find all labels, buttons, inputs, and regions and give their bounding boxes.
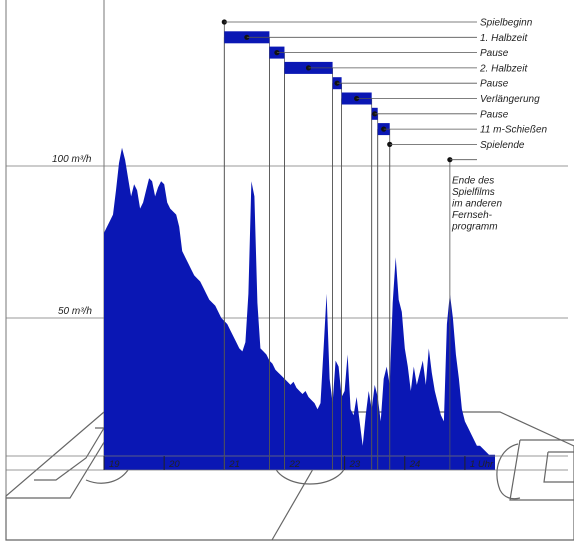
pitch-outline (5, 411, 574, 541)
x-tick-label: 20 (168, 459, 180, 470)
event-timeline: Spielbeginn 1. Halbzeit Pause 2. Halbzeit Pa… (221, 18, 548, 470)
x-tick-label: 19 (109, 459, 120, 470)
event-marker (244, 34, 250, 40)
pitch-right-penalty-area (509, 439, 574, 501)
pitch-right-goal-area (543, 451, 574, 483)
x-tick-label: 24 (409, 459, 421, 470)
event-marker (334, 80, 340, 86)
event-label: Spielende (480, 140, 525, 151)
x-tick-label: 23 (349, 459, 361, 470)
event-label: Pause (480, 109, 509, 120)
event-label: 1. Halbzeit (480, 33, 528, 44)
event-label: Pause (480, 79, 509, 90)
event-label: Ende des Spielfilms im anderen Fernseh-prog… (451, 176, 502, 233)
event-label: Verlängerung (480, 94, 540, 105)
pitch-left-goal-area (34, 427, 106, 481)
time-axis: 19 20 21 22 23 24 1 Uhr (6, 455, 568, 471)
y-tick-label: 50 m³/h (58, 306, 92, 317)
x-tick-label: 1 Uhr (470, 459, 494, 470)
x-tick-label: 21 (228, 459, 240, 470)
event-label: Pause (480, 48, 509, 59)
x-tick-label: 22 (288, 459, 300, 470)
event-label: 2. Halbzeit (479, 63, 528, 74)
y-tick-label: 100 m³/h (52, 154, 92, 165)
event-label: 11 m-Schießen (480, 125, 548, 136)
event-marker (221, 19, 227, 25)
pitch-right-arc (496, 443, 521, 500)
flow-rate-area (104, 147, 495, 471)
y-axis-labels: 100 m³/h 50 m³/h (52, 154, 92, 317)
event-label: Spielbeginn (480, 18, 533, 29)
football-pitch-drawing (5, 411, 574, 541)
